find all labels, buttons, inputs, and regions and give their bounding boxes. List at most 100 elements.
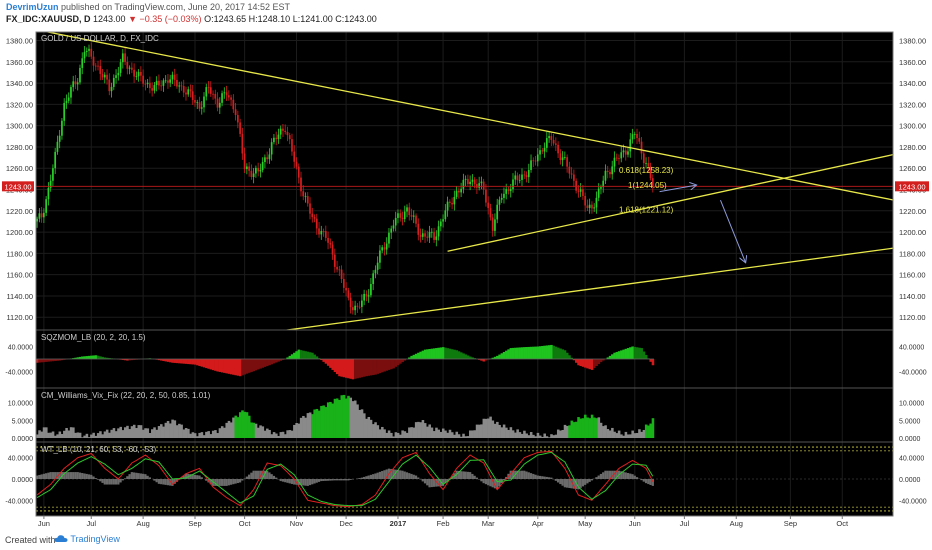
candle-body <box>494 219 496 231</box>
candle-body <box>302 191 305 197</box>
trendline[interactable] <box>447 153 895 252</box>
sqzmom-bar <box>270 359 274 365</box>
sqzmom-bar <box>281 359 285 360</box>
wt-histogram-bar <box>649 479 652 485</box>
chart-canvas[interactable]: 1120.00 1120.00 1140.00 1140.00 1160.00 1160.… <box>0 30 932 530</box>
vixfix-bar <box>640 431 643 438</box>
vixfix-bar <box>69 427 73 438</box>
vixfix-bar <box>538 435 542 438</box>
wt-histogram-bar <box>642 479 645 482</box>
author-name[interactable]: DevrimUzun <box>6 2 59 12</box>
published-text: published on TradingView.com, June 20, 2… <box>61 2 291 12</box>
sqzmom-bar <box>229 359 233 375</box>
wt-histogram-bar <box>286 479 289 483</box>
sqzmom-bar <box>132 359 136 360</box>
wt-histogram-bar <box>270 474 273 479</box>
candle-body <box>171 74 174 80</box>
vixfix-bar <box>647 425 650 438</box>
wt-histogram-bar <box>78 472 82 479</box>
wt-histogram-bar <box>47 472 50 479</box>
wt-histogram-bar <box>482 479 485 484</box>
candle-body <box>126 61 129 69</box>
wt-histogram-bar <box>155 479 158 483</box>
sqzmom-bar <box>410 355 413 359</box>
sqzmom-bar <box>60 359 64 361</box>
wt-histogram-bar <box>209 479 212 485</box>
wt-histogram-bar <box>103 479 106 485</box>
vixfix-bar <box>175 425 179 438</box>
wt-histogram-bar <box>613 470 616 479</box>
wt-histogram-bar <box>299 479 303 486</box>
candle-body <box>230 97 232 100</box>
candle-body <box>410 215 413 217</box>
wt-histogram-bar <box>536 475 539 479</box>
wt-histogram-bar <box>135 472 138 479</box>
vixfix-bar <box>446 432 450 438</box>
candle-body <box>286 131 289 136</box>
vixfix-bar <box>153 427 156 438</box>
wt-histogram-bar <box>509 470 512 479</box>
vixfix-bar <box>624 431 628 438</box>
candle-body <box>336 266 338 270</box>
vixfix-bar <box>590 414 594 438</box>
candle-body <box>374 269 377 274</box>
vixfix-bar <box>635 433 639 438</box>
wt-histogram-bar <box>302 479 305 486</box>
candle-body <box>288 135 291 140</box>
sqzmom-bar <box>450 349 454 359</box>
sqzmom-bar <box>518 347 522 359</box>
candle-body <box>629 139 632 152</box>
candle-body <box>227 95 230 98</box>
candle-body <box>108 79 111 92</box>
vixfix-bar <box>164 422 168 438</box>
fib-level-label: 0.618(1258.23) <box>619 166 674 175</box>
wt-histogram-bar <box>491 479 494 488</box>
sqzmom-bar <box>399 359 402 364</box>
sqzmom-bar <box>446 348 450 359</box>
candle-body <box>496 204 499 220</box>
candle-body <box>426 236 429 238</box>
vixfix-bar <box>137 425 141 438</box>
sqzmom-bar <box>611 354 614 359</box>
fib-level-label: 1.618(1221.12) <box>619 206 674 215</box>
sqzmom-bar <box>590 359 594 370</box>
vixfix-bar <box>78 432 82 438</box>
candle-body <box>284 130 287 132</box>
wt-histogram-bar <box>441 479 445 486</box>
vixfix-bar <box>579 418 583 438</box>
vixfix-bar <box>141 429 145 438</box>
trendline[interactable] <box>37 30 894 201</box>
trendline[interactable] <box>240 247 894 336</box>
vixfix-bar <box>568 425 571 438</box>
vixfix-bar <box>263 430 267 438</box>
wt-histogram-bar <box>132 472 136 479</box>
sqzmom-bar <box>245 359 249 374</box>
candle-body <box>503 193 505 198</box>
vixfix-bar <box>45 427 48 438</box>
vixfix-bar <box>56 434 59 438</box>
candle-body <box>79 67 81 83</box>
candle-body <box>363 293 365 301</box>
vixfix-bar <box>119 426 122 438</box>
candle-body <box>243 153 246 170</box>
sqzmom-bar <box>290 354 294 359</box>
candle-body <box>295 161 298 167</box>
wt-histogram-bar <box>284 479 287 483</box>
candle-body <box>439 221 442 227</box>
projection-arrow[interactable] <box>720 199 745 262</box>
candle-body <box>602 180 605 188</box>
plot-frame <box>35 31 894 517</box>
sqzmom-bar <box>520 347 524 359</box>
wt-tick-left: 40.0000 <box>8 456 33 463</box>
vixfix-bar <box>252 422 256 438</box>
wt-histogram-bar <box>572 479 576 489</box>
sqzmom-bar <box>568 355 571 359</box>
wt-histogram-bar <box>128 474 131 479</box>
tradingview-logo[interactable]: TradingView <box>54 534 120 544</box>
projection-arrow[interactable] <box>659 185 696 193</box>
vixfix-bar <box>547 437 551 438</box>
candle-body <box>539 150 541 155</box>
candle-body <box>67 97 70 101</box>
sqzmom-bar <box>293 352 296 359</box>
wt-histogram-bar <box>272 475 276 479</box>
